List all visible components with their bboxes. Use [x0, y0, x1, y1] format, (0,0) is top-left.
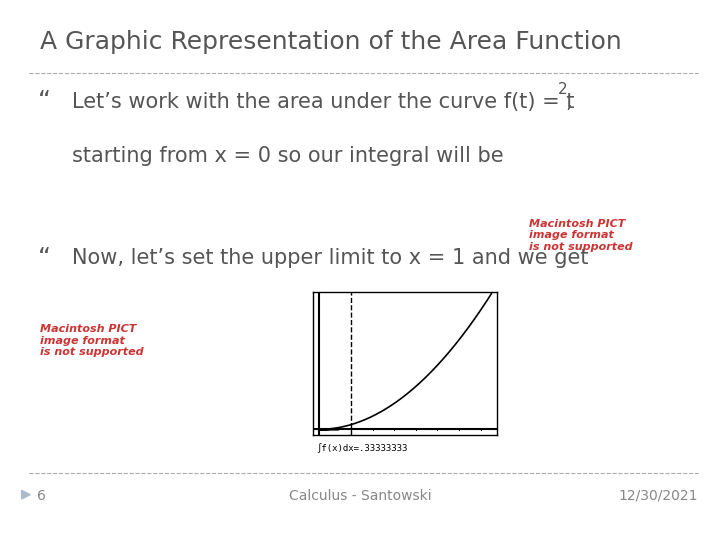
Text: ,: ,: [565, 92, 572, 112]
Text: Macintosh PICT
image format
is not supported: Macintosh PICT image format is not suppo…: [529, 219, 633, 252]
Text: Let’s work with the area under the curve f(t) = t: Let’s work with the area under the curve…: [72, 92, 575, 112]
Text: ∫f(x)dx=.33333333: ∫f(x)dx=.33333333: [317, 443, 408, 453]
Text: 12/30/2021: 12/30/2021: [619, 489, 698, 503]
Text: Calculus - Santowski: Calculus - Santowski: [289, 489, 431, 503]
Text: Macintosh PICT
image format
is not supported: Macintosh PICT image format is not suppo…: [40, 324, 143, 357]
Text: 6: 6: [37, 489, 46, 503]
Text: Now, let’s set the upper limit to x = 1 and we get: Now, let’s set the upper limit to x = 1 …: [72, 248, 588, 268]
Text: A Graphic Representation of the Area Function: A Graphic Representation of the Area Fun…: [40, 30, 621, 53]
Text: starting from x = 0 so our integral will be: starting from x = 0 so our integral will…: [72, 146, 503, 166]
Polygon shape: [22, 490, 30, 499]
Text: “: “: [37, 246, 50, 269]
Text: “: “: [37, 89, 50, 113]
Text: 2: 2: [558, 82, 567, 97]
